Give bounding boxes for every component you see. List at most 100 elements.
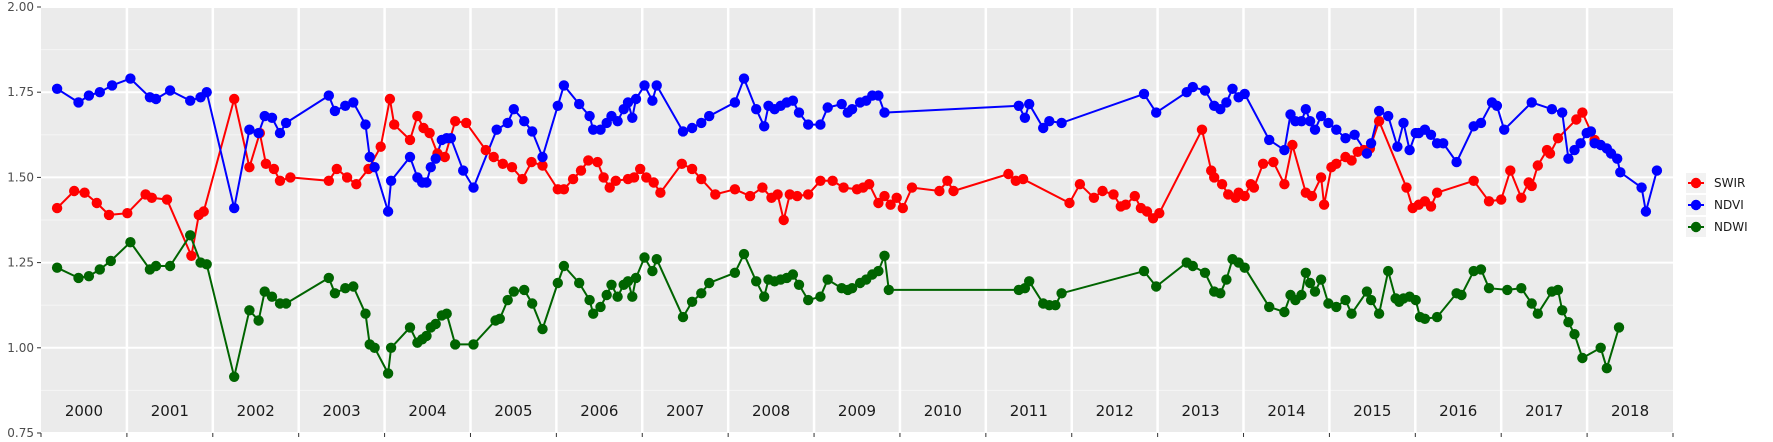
data-point-swir <box>161 194 173 205</box>
data-point-ndvi <box>1404 144 1415 156</box>
year-label: 2003 <box>323 402 361 420</box>
data-point-swir <box>729 184 741 195</box>
data-point-ndvi <box>1264 134 1275 146</box>
data-point-swir <box>497 158 508 169</box>
data-point-ndvi <box>280 117 292 129</box>
data-point-swir <box>592 156 603 168</box>
year-label: 2017 <box>1525 402 1563 420</box>
data-point-ndwi <box>1264 301 1275 313</box>
data-point-ndvi <box>1309 124 1321 135</box>
data-point-swir <box>323 175 334 186</box>
data-point-swir <box>480 144 491 156</box>
data-point-ndwi <box>630 272 642 284</box>
data-point-swir <box>873 197 884 209</box>
data-point-swir <box>424 127 435 139</box>
data-point-swir <box>1239 190 1250 202</box>
data-point-ndvi <box>1636 182 1647 193</box>
data-point-ndwi <box>612 291 623 302</box>
data-point-swir <box>1097 185 1108 197</box>
year-label: 2016 <box>1439 402 1477 420</box>
data-point-ndwi <box>1056 288 1067 299</box>
data-point-ndwi <box>1300 267 1312 278</box>
data-point-swir <box>186 250 197 261</box>
data-point-swir <box>655 187 666 198</box>
data-point-ndwi <box>787 269 799 280</box>
data-point-ndvi <box>508 104 519 115</box>
data-point-ndvi <box>491 124 502 135</box>
data-point-ndvi <box>201 87 212 98</box>
data-point-swir <box>1287 139 1298 151</box>
data-point-ndvi <box>1557 107 1568 118</box>
data-point-ndwi <box>1296 289 1307 301</box>
data-point-ndwi <box>606 279 617 290</box>
data-point-swir <box>838 182 849 193</box>
y-tick-label: 0.75 <box>7 426 34 440</box>
data-point-ndvi <box>1151 107 1162 118</box>
legend: SWIR NDVI NDWI <box>1686 173 1748 237</box>
data-point-ndvi <box>1475 117 1487 129</box>
data-point-ndwi <box>259 286 270 297</box>
data-point-ndwi <box>1601 363 1613 374</box>
data-point-ndwi <box>883 284 894 296</box>
data-point-ndvi <box>340 100 351 112</box>
data-point-ndwi <box>441 308 452 319</box>
data-point-ndvi <box>94 87 106 98</box>
data-point-ndvi <box>125 73 136 84</box>
data-point-ndwi <box>751 276 762 287</box>
data-point-ndvi <box>1491 100 1503 112</box>
data-point-ndvi <box>537 151 548 163</box>
data-point-ndwi <box>185 230 196 241</box>
data-point-ndvi <box>696 117 707 129</box>
data-point-ndwi <box>601 289 612 301</box>
data-point-swir <box>815 175 826 186</box>
data-point-swir <box>1532 160 1544 171</box>
data-point-ndvi <box>836 98 847 110</box>
data-point-ndvi <box>1300 104 1312 115</box>
minor-gridlines <box>41 49 1673 391</box>
data-point-swir <box>1141 206 1153 217</box>
year-label: 2008 <box>752 402 790 420</box>
data-point-swir <box>1331 158 1342 169</box>
data-point-ndvi <box>274 127 286 139</box>
data-point-ndvi <box>815 119 826 130</box>
data-point-swir <box>375 141 386 152</box>
data-point-swir <box>274 175 286 186</box>
data-point-ndvi <box>150 93 162 105</box>
data-point-swir <box>885 199 896 210</box>
data-point-ndvi <box>1640 206 1652 217</box>
data-point-ndwi <box>873 265 884 277</box>
data-point-ndvi <box>1315 110 1327 122</box>
data-point-ndwi <box>1361 286 1373 297</box>
data-point-ndvi <box>527 126 538 137</box>
data-point-ndvi <box>588 124 599 135</box>
data-point-ndvi <box>787 95 799 106</box>
data-point-ndwi <box>1215 288 1226 299</box>
data-point-ndvi <box>729 97 741 108</box>
data-point-ndvi <box>1392 141 1403 152</box>
year-label: 2011 <box>1010 402 1048 420</box>
data-point-ndwi <box>1373 308 1385 319</box>
data-point-ndwi <box>1023 276 1035 287</box>
data-point-swir <box>244 162 255 173</box>
data-point-ndwi <box>1365 294 1377 306</box>
data-point-swir <box>1108 189 1119 200</box>
data-point-ndwi <box>105 255 117 267</box>
data-point-swir <box>934 185 945 197</box>
data-point-ndvi <box>630 93 642 105</box>
data-point-ndvi <box>1187 81 1199 93</box>
data-point-swir <box>1526 180 1537 192</box>
data-point-ndvi <box>1585 126 1597 137</box>
data-point-swir <box>1571 114 1582 125</box>
data-point-swir <box>1129 190 1141 202</box>
data-point-swir <box>1468 175 1479 186</box>
data-point-ndvi <box>430 153 441 164</box>
data-point-ndvi <box>360 119 371 130</box>
data-point-swir <box>351 179 362 190</box>
data-point-ndvi <box>164 85 176 96</box>
data-point-ndvi <box>651 80 662 91</box>
year-label: 2004 <box>408 402 446 420</box>
y-tick-label: 1.25 <box>7 256 34 270</box>
data-point-ndwi <box>1199 267 1211 278</box>
data-point-swir <box>506 162 518 173</box>
data-point-ndvi <box>106 80 118 91</box>
